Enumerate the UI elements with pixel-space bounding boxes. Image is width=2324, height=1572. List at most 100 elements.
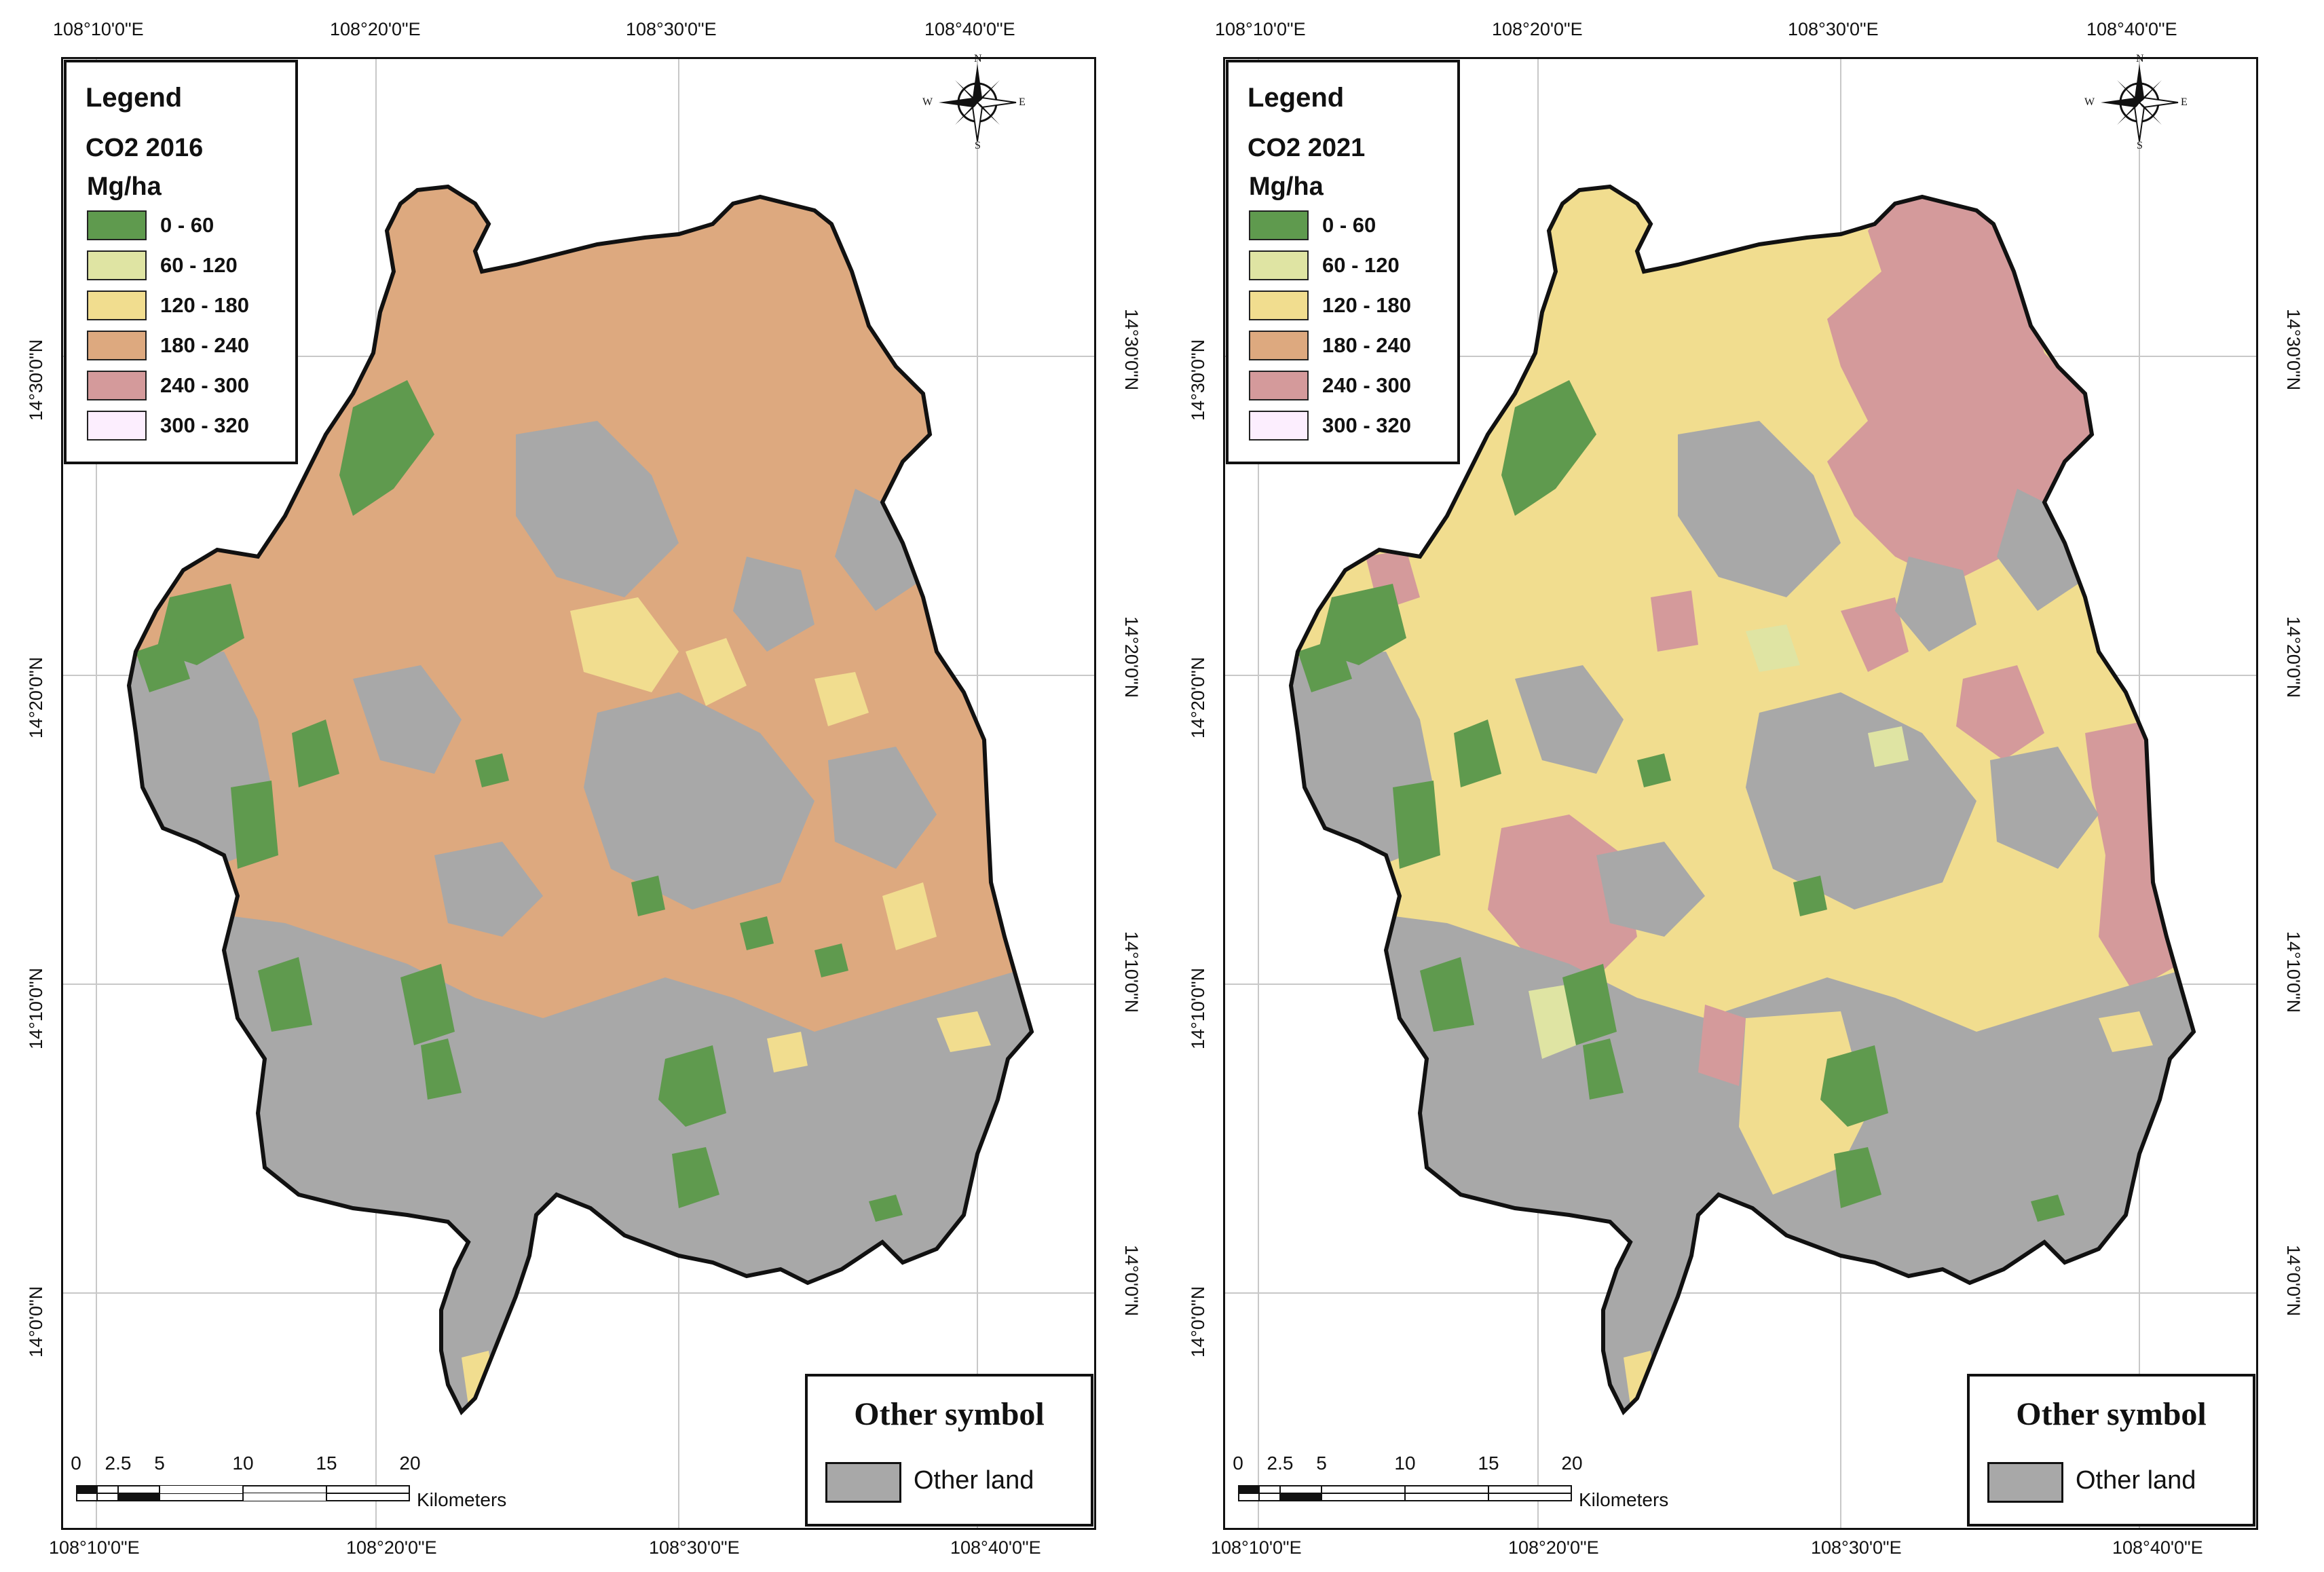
legend-item-label: 180 - 240 xyxy=(160,333,249,357)
legend-item-label: 180 - 240 xyxy=(1322,333,1411,357)
other-land-swatch xyxy=(1987,1462,2063,1503)
scale-units: Kilometers xyxy=(1579,1489,1669,1510)
legend-subtitle: CO2 2021 xyxy=(1248,134,1366,162)
scale-tick-label: 0 xyxy=(1233,1453,1243,1474)
lat-label-left: 14°0'0"N xyxy=(26,1286,46,1358)
lon-label-bottom: 108°20'0"E xyxy=(1508,1537,1599,1558)
legend-unit: Mg/ha xyxy=(87,172,162,201)
lon-label-top: 108°10'0"E xyxy=(53,19,144,39)
legend-swatch xyxy=(1249,371,1309,400)
lon-label-bottom: 108°30'0"E xyxy=(1811,1537,1902,1558)
lat-label-left: 14°10'0"N xyxy=(1188,967,1208,1049)
legend-item-label: 240 - 300 xyxy=(160,373,249,397)
legend-title: Legend xyxy=(86,83,183,113)
scale-units: Kilometers xyxy=(417,1489,507,1510)
north-arrow-icon: N S E W xyxy=(2084,53,2188,151)
legend-item: 180 - 240 xyxy=(1249,331,1452,360)
scale-tick-label: 20 xyxy=(1561,1453,1583,1474)
legend-swatch xyxy=(1249,411,1309,441)
lat-label-left: 14°20'0"N xyxy=(1188,656,1208,738)
legend-swatch xyxy=(87,411,147,441)
legend-subtitle: CO2 2016 xyxy=(86,134,204,162)
legend-unit: Mg/ha xyxy=(1249,172,1324,201)
map-panel-2016: 108°10'0"E 108°20'0"E 108°30'0"E 108°40'… xyxy=(26,19,1142,1558)
legend-item: 180 - 240 xyxy=(87,331,290,360)
legend-swatch xyxy=(87,210,147,240)
other-symbol-title: Other symbol xyxy=(2016,1396,2207,1432)
lon-label-top: 108°20'0"E xyxy=(1492,19,1583,39)
scale-bar-graphic xyxy=(76,1485,410,1501)
other-symbol-box: Other symbol Other land xyxy=(1967,1374,2255,1527)
north-arrow-icon: N S E W xyxy=(922,53,1026,151)
scale-tick-label: 20 xyxy=(399,1453,421,1474)
scale-bar: 0 2.5 5 10 15 20 Kilometers xyxy=(1233,1453,1676,1527)
south-label: S xyxy=(975,140,981,151)
other-land-label: Other land xyxy=(2076,1466,2196,1495)
west-label: W xyxy=(2084,96,2095,108)
legend-item-label: 0 - 60 xyxy=(1322,213,1376,237)
legend-item-label: 0 - 60 xyxy=(160,213,214,237)
lat-label-right: 14°0'0"N xyxy=(1121,1245,1142,1317)
north-label: N xyxy=(974,53,982,64)
scale-tick-label: 2.5 xyxy=(105,1453,132,1474)
lat-label-right: 14°30'0"N xyxy=(2283,309,2304,391)
lon-label-bottom: 108°10'0"E xyxy=(49,1537,140,1558)
south-label: S xyxy=(2137,140,2143,151)
legend-item: 300 - 320 xyxy=(87,411,290,441)
legend-swatch xyxy=(87,331,147,360)
legend-item: 240 - 300 xyxy=(1249,371,1452,400)
scale-tick-label: 5 xyxy=(1316,1453,1327,1474)
legend-item-label: 120 - 180 xyxy=(1322,293,1411,317)
legend-item: 60 - 120 xyxy=(87,250,290,280)
scale-bar-graphic xyxy=(1238,1485,1572,1501)
scale-tick-label: 10 xyxy=(1394,1453,1416,1474)
legend-item: 60 - 120 xyxy=(1249,250,1452,280)
legend-swatch xyxy=(1249,210,1309,240)
legend-swatch xyxy=(87,371,147,400)
legend-swatch xyxy=(1249,331,1309,360)
map-frame xyxy=(1223,57,2258,1530)
lon-label-bottom: 108°40'0"E xyxy=(950,1537,1041,1558)
west-label: W xyxy=(922,96,933,108)
legend-item-label: 300 - 320 xyxy=(160,413,249,437)
scale-tick-label: 10 xyxy=(232,1453,254,1474)
lon-label-top: 108°30'0"E xyxy=(626,19,717,39)
lat-label-left: 14°0'0"N xyxy=(1188,1286,1208,1358)
legend-item-label: 60 - 120 xyxy=(160,253,238,277)
lon-label-bottom: 108°10'0"E xyxy=(1211,1537,1302,1558)
lat-label-right: 14°10'0"N xyxy=(1121,931,1142,1013)
other-land-swatch xyxy=(825,1462,901,1503)
east-label: E xyxy=(1019,96,1026,108)
lon-label-bottom: 108°30'0"E xyxy=(649,1537,740,1558)
lon-label-top: 108°10'0"E xyxy=(1215,19,1306,39)
lon-label-top: 108°40'0"E xyxy=(924,19,1015,39)
legend-swatch xyxy=(1249,250,1309,280)
lat-label-right: 14°20'0"N xyxy=(1121,616,1142,698)
lat-label-left: 14°20'0"N xyxy=(26,656,46,738)
legend-item: 120 - 180 xyxy=(87,291,290,320)
lat-label-right: 14°30'0"N xyxy=(1121,309,1142,391)
lat-label-right: 14°0'0"N xyxy=(2283,1245,2304,1317)
legend-item-label: 300 - 320 xyxy=(1322,413,1411,437)
lat-label-right: 14°20'0"N xyxy=(2283,616,2304,698)
legend-title: Legend xyxy=(1248,83,1345,113)
lon-label-top: 108°20'0"E xyxy=(330,19,421,39)
legend-swatch xyxy=(1249,291,1309,320)
legend-swatch xyxy=(87,291,147,320)
lon-label-bottom: 108°40'0"E xyxy=(2112,1537,2203,1558)
legend-box: Legend CO2 2016 Mg/ha 0 - 60 60 - 120 12… xyxy=(64,60,298,464)
north-label: N xyxy=(2136,53,2144,64)
other-symbol-title: Other symbol xyxy=(854,1396,1045,1432)
legend-item: 0 - 60 xyxy=(87,210,290,240)
legend-item: 300 - 320 xyxy=(1249,411,1452,441)
lon-label-top: 108°30'0"E xyxy=(1788,19,1879,39)
legend-box: Legend CO2 2021 Mg/ha 0 - 60 60 - 120 12… xyxy=(1226,60,1460,464)
lon-label-bottom: 108°20'0"E xyxy=(346,1537,437,1558)
legend-item-label: 120 - 180 xyxy=(160,293,249,317)
legend-swatch xyxy=(87,250,147,280)
map-panel-2021: 108°10'0"E 108°20'0"E 108°30'0"E 108°40'… xyxy=(1162,0,2324,1572)
lat-label-left: 14°30'0"N xyxy=(1188,339,1208,421)
scale-tick-label: 0 xyxy=(71,1453,81,1474)
scale-tick-label: 15 xyxy=(1478,1453,1499,1474)
lat-label-left: 14°30'0"N xyxy=(26,339,46,421)
